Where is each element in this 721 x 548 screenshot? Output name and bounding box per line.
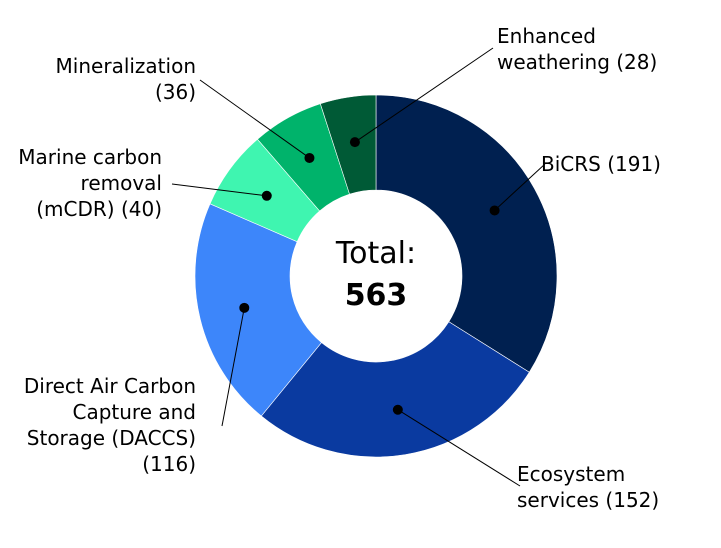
total-label: Total: — [335, 236, 417, 271]
slice-weathering — [319, 94, 377, 195]
slice-label-bicrs: BiCRS (191) — [541, 152, 661, 176]
slice-bicrs — [375, 94, 558, 373]
leader-lines — [171, 47, 546, 487]
leader-line-mineral — [199, 79, 310, 159]
slice-daccs — [194, 203, 322, 417]
slice-label-daccs: Direct Air Carbon Capture and Storage (D… — [23, 374, 196, 476]
marker-dot-mineral — [304, 152, 315, 163]
leader-line-ecosystem — [397, 409, 521, 487]
leader-line-bicrs — [494, 163, 546, 211]
leader-line-daccs — [221, 307, 245, 427]
slice-label-ecosystem-services: Ecosystem services (152) — [517, 462, 660, 512]
slice-ecosystem — [260, 321, 530, 458]
leader-line-mcdr — [171, 183, 267, 197]
slice-label-enhanced-weathering: Enhanced weathering (28) — [497, 24, 658, 74]
marker-dot-ecosystem — [392, 404, 403, 415]
marker-dot-mcdr — [261, 190, 272, 201]
donut-slices — [194, 94, 558, 458]
marker-dot-weathering — [349, 137, 360, 148]
marker-dot-daccs — [239, 302, 250, 313]
marker-dot-bicrs — [489, 205, 500, 216]
leader-line-weathering — [354, 47, 494, 143]
slice-label-mineralization: Mineralization (36) — [55, 54, 196, 104]
slice-label-mcdr: Marine carbon removal (mCDR) (40) — [18, 145, 162, 221]
total-value: 563 — [344, 278, 408, 313]
